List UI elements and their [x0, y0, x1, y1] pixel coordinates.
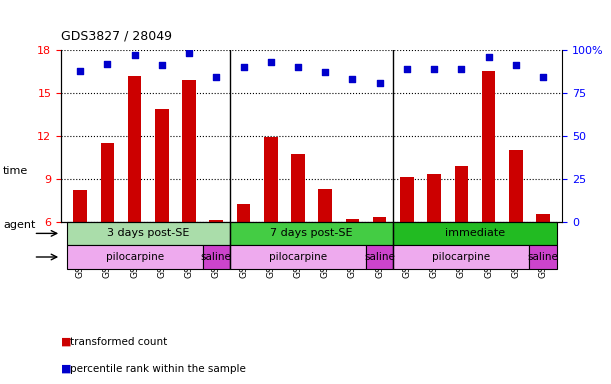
Point — [375, 79, 384, 86]
Text: agent: agent — [3, 220, 35, 230]
Bar — [373, 217, 387, 308]
Point — [239, 64, 249, 70]
Text: transformed count: transformed count — [70, 337, 167, 347]
Point — [75, 68, 85, 74]
Text: immediate: immediate — [445, 228, 505, 238]
Bar — [73, 190, 87, 308]
Text: 7 days post-SE: 7 days post-SE — [270, 228, 353, 238]
Point — [538, 74, 548, 81]
Bar — [67, 222, 230, 245]
Bar — [230, 222, 393, 245]
Point — [402, 66, 412, 72]
Text: 3 days post-SE: 3 days post-SE — [107, 228, 189, 238]
Bar — [318, 189, 332, 308]
Point — [184, 50, 194, 56]
Text: pilocarpine: pilocarpine — [269, 252, 327, 262]
Point — [103, 61, 112, 67]
Text: GDS3827 / 28049: GDS3827 / 28049 — [61, 29, 172, 42]
Bar — [346, 219, 359, 308]
Bar — [203, 245, 230, 269]
Text: pilocarpine: pilocarpine — [106, 252, 164, 262]
Bar — [400, 177, 414, 308]
Point — [348, 76, 357, 82]
Text: saline: saline — [201, 252, 232, 262]
Point — [157, 62, 167, 68]
Point — [320, 69, 330, 75]
Bar — [182, 80, 196, 308]
Bar — [128, 76, 141, 308]
Bar — [530, 245, 557, 269]
Bar — [509, 150, 522, 308]
Text: time: time — [3, 166, 28, 176]
Bar — [366, 245, 393, 269]
Bar — [291, 154, 305, 308]
Bar — [482, 71, 496, 308]
Text: saline: saline — [364, 252, 395, 262]
Bar — [264, 137, 277, 308]
Bar — [393, 222, 557, 245]
Text: saline: saline — [528, 252, 558, 262]
Bar — [536, 214, 550, 308]
Bar — [393, 245, 530, 269]
Bar — [236, 204, 251, 308]
Point — [130, 52, 139, 58]
Bar — [155, 109, 169, 308]
Text: pilocarpine: pilocarpine — [433, 252, 491, 262]
Point — [511, 62, 521, 68]
Point — [211, 74, 221, 81]
Bar — [230, 245, 366, 269]
Point — [430, 66, 439, 72]
Point — [456, 66, 466, 72]
Bar — [427, 174, 441, 308]
Bar — [101, 143, 114, 308]
Point — [266, 59, 276, 65]
Point — [293, 64, 303, 70]
Bar — [210, 220, 223, 308]
Text: ■: ■ — [61, 364, 71, 374]
Text: ■: ■ — [61, 337, 71, 347]
Bar — [67, 245, 203, 269]
Point — [484, 54, 494, 60]
Bar — [455, 166, 468, 308]
Text: percentile rank within the sample: percentile rank within the sample — [70, 364, 246, 374]
